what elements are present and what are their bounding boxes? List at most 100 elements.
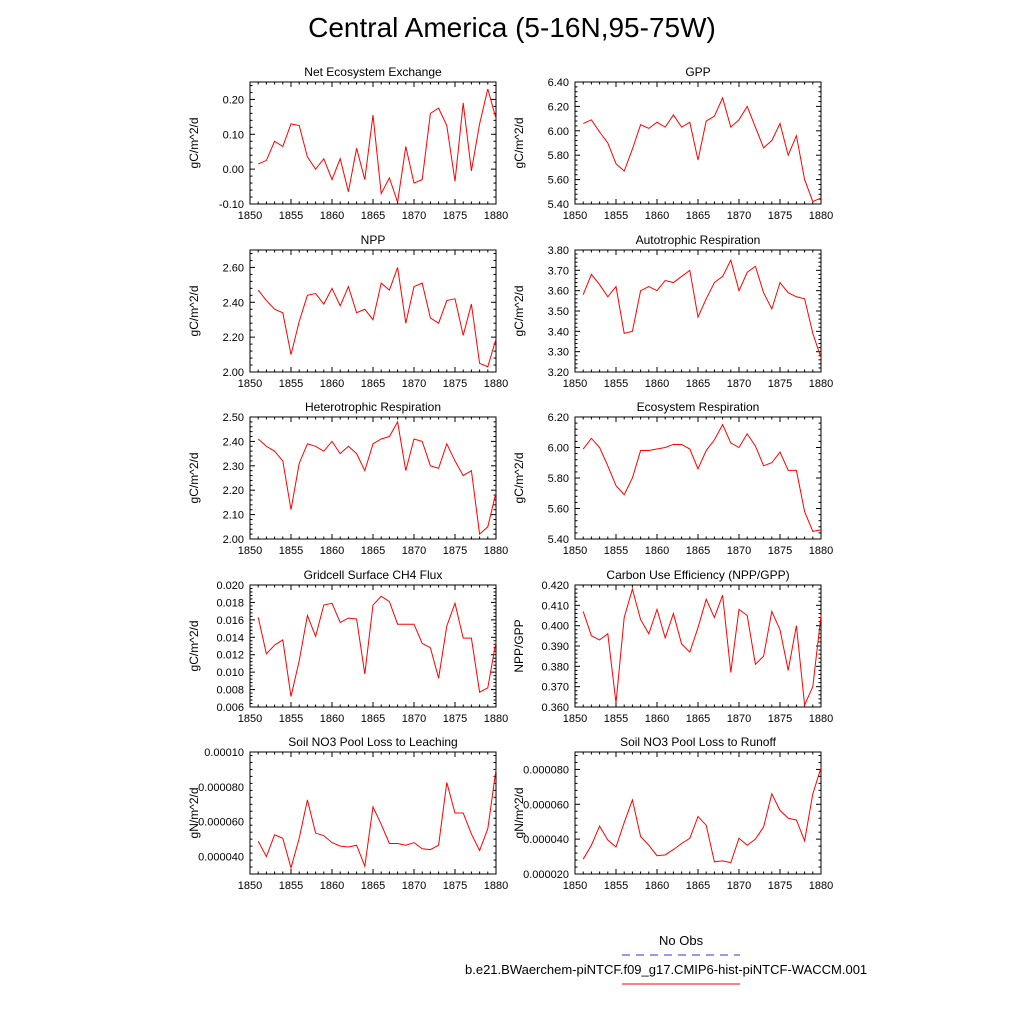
x-tick-label: 1860 <box>645 378 669 390</box>
y-tick-label: -0.10 <box>219 199 244 211</box>
x-tick-label: 1870 <box>727 713 751 725</box>
y-tick-label: 0.000060 <box>523 799 569 811</box>
y-tick-label: 0.016 <box>216 615 244 627</box>
y-tick-label: 5.60 <box>548 504 569 516</box>
chart-title: GPP <box>685 65 710 79</box>
x-tick-label: 1860 <box>645 880 669 892</box>
x-tick-label: 1870 <box>727 210 751 222</box>
x-tick-label: 1880 <box>809 210 833 222</box>
y-axis-label: gC/m^2/d <box>512 286 526 337</box>
plot-frame <box>249 249 497 373</box>
x-tick-label: 1865 <box>686 880 710 892</box>
x-tick-label: 1865 <box>361 210 385 222</box>
x-tick-label: 1870 <box>727 880 751 892</box>
x-tick-label: 1855 <box>604 713 628 725</box>
x-tick-label: 1870 <box>402 378 426 390</box>
y-tick-label: 3.20 <box>548 367 569 379</box>
x-tick-label: 1875 <box>443 378 467 390</box>
y-tick-label: 2.60 <box>223 262 244 274</box>
x-tick-label: 1865 <box>686 713 710 725</box>
x-tick-label: 1880 <box>484 378 508 390</box>
chart-title: Gridcell Surface CH4 Flux <box>304 568 443 582</box>
legend-swatch-model-run <box>622 983 740 985</box>
chart-panel: Gridcell Surface CH4 Flux gC/m^2/d 1850 185… <box>187 568 508 725</box>
y-tick-label: 3.70 <box>548 265 569 277</box>
y-tick-label: 2.50 <box>223 412 244 424</box>
x-tick-label: 1855 <box>279 378 303 390</box>
chart-title: Soil NO3 Pool Loss to Leaching <box>288 735 457 749</box>
y-tick-label: 0.000040 <box>523 834 569 846</box>
x-tick-label: 1865 <box>361 545 385 557</box>
series-line <box>257 769 497 870</box>
series-line <box>582 767 822 864</box>
x-tick-label: 1880 <box>484 713 508 725</box>
x-tick-label: 1850 <box>563 880 587 892</box>
x-tick-label: 1870 <box>402 880 426 892</box>
x-tick-label: 1860 <box>320 378 344 390</box>
y-tick-label: 2.40 <box>223 436 244 448</box>
x-tick-label: 1880 <box>484 880 508 892</box>
x-tick-label: 1870 <box>402 210 426 222</box>
plot-frame <box>574 751 822 875</box>
x-tick-label: 1850 <box>563 545 587 557</box>
y-tick-label: 0.400 <box>541 621 569 633</box>
y-tick-label: 0.010 <box>216 667 244 679</box>
x-tick-label: 1880 <box>809 880 833 892</box>
x-tick-label: 1855 <box>279 210 303 222</box>
y-tick-label: 5.40 <box>548 199 569 211</box>
x-tick-label: 1870 <box>402 545 426 557</box>
y-tick-label: 0.00 <box>223 164 244 176</box>
y-tick-label: 0.000040 <box>198 852 244 864</box>
y-tick-label: 3.30 <box>548 347 569 359</box>
x-tick-label: 1850 <box>238 210 262 222</box>
chart-panel: GPP gC/m^2/d 1850 1855 1860 1865 1870 1875 1880 5… <box>512 65 833 222</box>
y-tick-label: 0.006 <box>216 702 244 714</box>
y-axis-label: gN/m^2/d <box>512 788 526 839</box>
x-tick-label: 1865 <box>361 713 385 725</box>
plot-frame <box>574 416 822 540</box>
x-tick-label: 1855 <box>279 545 303 557</box>
x-tick-label: 1875 <box>768 210 792 222</box>
y-tick-label: 0.420 <box>541 580 569 592</box>
series-line <box>582 423 822 532</box>
chart-panel: Ecosystem Respiration gC/m^2/d 1850 1855 186… <box>512 400 833 557</box>
x-tick-label: 1880 <box>484 210 508 222</box>
legend-label-no-obs: No Obs <box>659 933 704 948</box>
y-axis-label: gC/m^2/d <box>187 621 201 672</box>
y-tick-label: 3.50 <box>548 306 569 318</box>
y-tick-label: 0.014 <box>216 632 244 644</box>
x-tick-label: 1855 <box>604 210 628 222</box>
y-axis-label: gC/m^2/d <box>512 118 526 169</box>
x-tick-label: 1850 <box>238 880 262 892</box>
series-line <box>257 420 497 536</box>
y-tick-label: 2.10 <box>223 510 244 522</box>
x-tick-label: 1860 <box>645 713 669 725</box>
x-tick-label: 1860 <box>320 713 344 725</box>
y-tick-label: 5.60 <box>548 175 569 187</box>
y-tick-label: 2.40 <box>223 297 244 309</box>
y-axis-label: gC/m^2/d <box>187 118 201 169</box>
x-tick-label: 1850 <box>238 713 262 725</box>
x-tick-label: 1850 <box>238 378 262 390</box>
x-tick-label: 1875 <box>768 713 792 725</box>
y-tick-label: 3.60 <box>548 286 569 298</box>
x-tick-label: 1855 <box>279 880 303 892</box>
chart-title: Ecosystem Respiration <box>637 400 760 414</box>
x-tick-label: 1880 <box>809 378 833 390</box>
y-tick-label: 6.00 <box>548 443 569 455</box>
chart-title: Net Ecosystem Exchange <box>304 65 442 79</box>
x-tick-label: 1860 <box>320 545 344 557</box>
x-tick-label: 1865 <box>686 545 710 557</box>
chart-panel: Carbon Use Efficiency (NPP/GPP) NPP/GPP 18… <box>512 568 833 725</box>
chart-title: Heterotrophic Respiration <box>305 400 441 414</box>
y-tick-label: 6.40 <box>548 77 569 89</box>
y-tick-label: 6.20 <box>548 412 569 424</box>
x-tick-label: 1850 <box>563 210 587 222</box>
chart-panel: Heterotrophic Respiration gC/m^2/d 1850 185… <box>187 400 508 557</box>
y-axis-label: gN/m^2/d <box>187 788 201 839</box>
legend-label-model-run: b.e21.BWaerchem-piNTCF.f09_g17.CMIP6-his… <box>465 962 868 977</box>
y-tick-label: 6.00 <box>548 126 569 138</box>
x-tick-label: 1875 <box>768 880 792 892</box>
x-tick-label: 1875 <box>443 210 467 222</box>
